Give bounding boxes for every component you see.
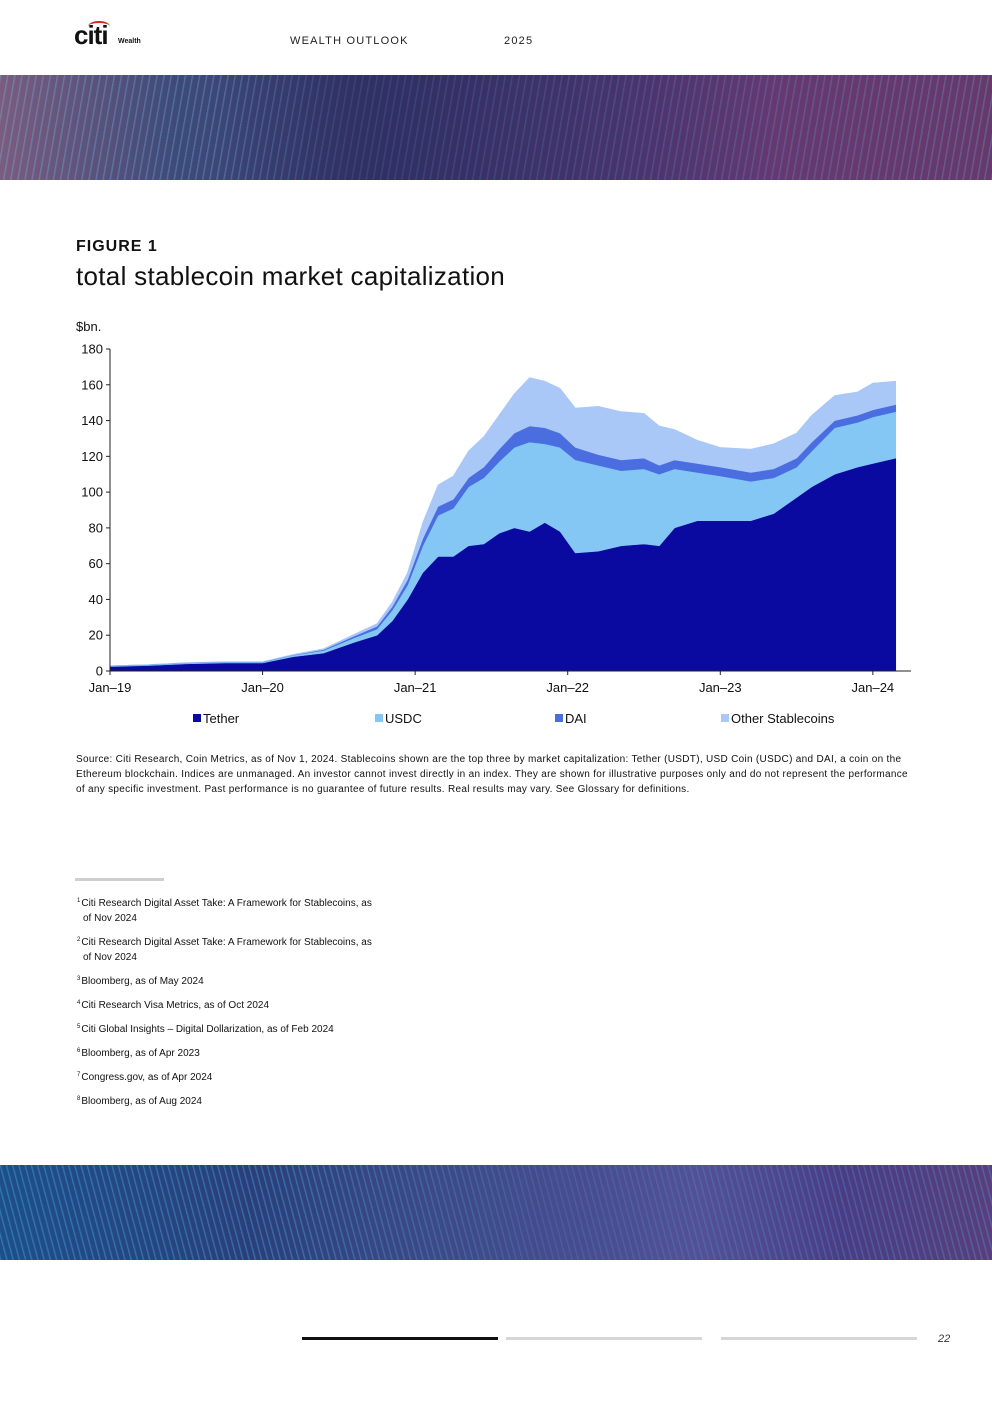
logo-subtext: Wealth bbox=[118, 38, 141, 45]
footnote-text: Bloomberg, as of Apr 2023 bbox=[81, 1048, 200, 1059]
footnote-text: Citi Global Insights – Digital Dollariza… bbox=[81, 1024, 334, 1035]
x-tick-label: Jan–19 bbox=[89, 680, 132, 695]
footnote-number: 2 bbox=[77, 937, 81, 943]
footnote-7: 7Congress.gov, as of Apr 2024 bbox=[75, 1068, 375, 1085]
y-tick-label: 20 bbox=[89, 628, 103, 643]
footnote-8: 8Bloomberg, as of Aug 2024 bbox=[75, 1092, 375, 1109]
x-tick-label: Jan–23 bbox=[699, 680, 742, 695]
footnote-text: Bloomberg, as of Aug 2024 bbox=[81, 1096, 202, 1107]
legend-swatch bbox=[193, 714, 201, 722]
legend-swatch bbox=[555, 714, 563, 722]
publication-year: 2025 bbox=[504, 35, 534, 47]
source-note: Source: Citi Research, Coin Metrics, as … bbox=[76, 754, 908, 795]
y-axis-label: $bn. bbox=[76, 319, 101, 334]
y-tick-label: 180 bbox=[81, 342, 103, 357]
footnote-1: 1Citi Research Digital Asset Take: A Fra… bbox=[75, 894, 375, 926]
legend-item-dai: DAI bbox=[555, 711, 587, 726]
y-tick-label: 100 bbox=[81, 485, 103, 500]
x-tick-label: Jan–20 bbox=[241, 680, 284, 695]
area-other-stablecoins bbox=[109, 377, 897, 667]
legend-item-usdc: USDC bbox=[375, 711, 422, 726]
footnote-text: Citi Research Digital Asset Take: A Fram… bbox=[81, 937, 372, 963]
footnote-5: 5Citi Global Insights – Digital Dollariz… bbox=[75, 1020, 375, 1037]
chart-legend: Tether USDC DAI Other Stablecoins bbox=[193, 711, 835, 726]
footnote-2: 2Citi Research Digital Asset Take: A Fra… bbox=[75, 933, 375, 965]
footnote-4: 4Citi Research Visa Metrics, as of Oct 2… bbox=[75, 996, 375, 1013]
page-progress-segment-3 bbox=[721, 1337, 917, 1340]
stablecoin-area-chart: $bn. 0 20 40 60 80 100 120 140 160 180 Jan–19 Jan–20… bbox=[76, 319, 911, 726]
footnote-number: 8 bbox=[77, 1096, 81, 1102]
footnote-3: 3Bloomberg, as of May 2024 bbox=[75, 972, 375, 989]
footnote-number: 1 bbox=[77, 898, 81, 904]
y-tick-label: 60 bbox=[89, 556, 103, 571]
legend-swatch bbox=[375, 714, 383, 722]
y-tick-label: 80 bbox=[89, 520, 103, 535]
legend-label: Tether bbox=[203, 711, 240, 726]
footnote-number: 5 bbox=[77, 1024, 81, 1030]
top-decorative-banner bbox=[0, 75, 992, 180]
bottom-decorative-banner bbox=[0, 1165, 992, 1260]
legend-item-other-stablecoins: Other Stablecoins bbox=[721, 711, 835, 726]
logo-text: citi bbox=[74, 20, 109, 50]
legend-label: DAI bbox=[565, 711, 587, 726]
footnote-6: 6Bloomberg, as of Apr 2023 bbox=[75, 1044, 375, 1061]
footnote-number: 6 bbox=[77, 1048, 81, 1054]
x-tick-label: Jan–24 bbox=[852, 680, 895, 695]
page-header: citi Wealth WEALTH OUTLOOK 2025 bbox=[0, 0, 992, 75]
publication-title: WEALTH OUTLOOK bbox=[290, 35, 409, 47]
x-tick-label: Jan–22 bbox=[546, 680, 589, 695]
figure-title: total stablecoin market capitalization bbox=[76, 261, 506, 291]
legend-swatch bbox=[721, 714, 729, 722]
legend-label: Other Stablecoins bbox=[731, 711, 835, 726]
page-progress-segment-2 bbox=[506, 1337, 702, 1340]
y-tick-label: 140 bbox=[81, 413, 103, 428]
y-tick-label: 40 bbox=[89, 592, 103, 607]
footnote-number: 3 bbox=[77, 976, 81, 982]
footnote-text: Bloomberg, as of May 2024 bbox=[81, 976, 204, 987]
legend-item-tether: Tether bbox=[193, 711, 240, 726]
banner-overlay bbox=[0, 75, 992, 180]
logo-arc bbox=[88, 21, 110, 32]
footnote-text: Citi Research Visa Metrics, as of Oct 20… bbox=[81, 1000, 270, 1011]
y-tick-label: 120 bbox=[81, 449, 103, 464]
page-progress-segment-1 bbox=[302, 1337, 498, 1340]
legend-label: USDC bbox=[385, 711, 422, 726]
footnote-text: Citi Research Digital Asset Take: A Fram… bbox=[81, 898, 372, 924]
page-number: 22 bbox=[938, 1333, 951, 1345]
chart-axes: $bn. 0 20 40 60 80 100 120 140 160 180 Jan–19 Jan–20… bbox=[76, 319, 911, 695]
footnote-number: 4 bbox=[77, 1000, 81, 1006]
citi-wealth-logo[interactable]: citi Wealth bbox=[74, 20, 144, 50]
footnotes-list: 1Citi Research Digital Asset Take: A Fra… bbox=[75, 894, 375, 1116]
y-tick-label: 160 bbox=[81, 377, 103, 392]
figure-label: FIGURE 1 bbox=[76, 238, 158, 255]
footnote-number: 7 bbox=[77, 1072, 81, 1078]
chart-areas bbox=[109, 377, 897, 672]
footnote-text: Congress.gov, as of Apr 2024 bbox=[81, 1072, 213, 1083]
y-tick-label: 0 bbox=[96, 664, 103, 679]
x-tick-label: Jan–21 bbox=[394, 680, 437, 695]
footnote-divider bbox=[75, 878, 164, 881]
banner-overlay bbox=[0, 1165, 992, 1260]
